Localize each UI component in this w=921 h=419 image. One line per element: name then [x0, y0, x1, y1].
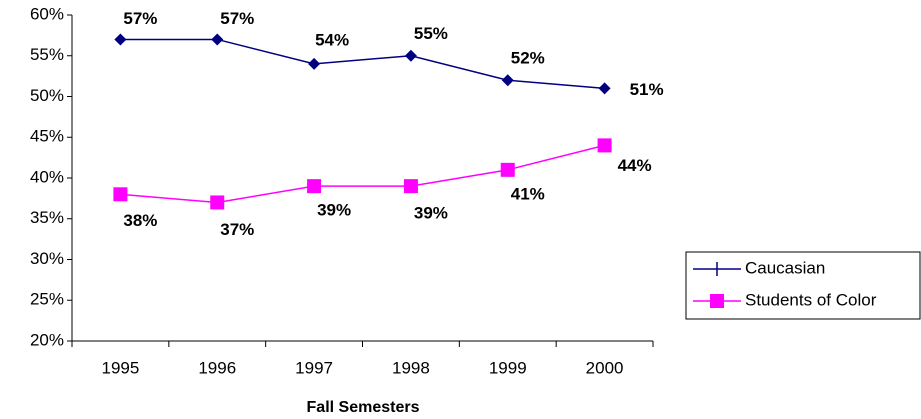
x-tick-label: 2000 [586, 358, 624, 377]
legend-label: Students of Color [745, 290, 877, 309]
legend-box [685, 251, 921, 320]
y-tick-label: 45% [30, 127, 64, 146]
y-tick-label: 50% [30, 86, 64, 105]
data-label: 41% [511, 184, 545, 203]
marker [113, 187, 128, 202]
data-label: 52% [511, 49, 545, 68]
y-tick-label: 25% [30, 290, 64, 309]
legend-marker [710, 294, 724, 308]
data-label: 57% [220, 9, 254, 28]
marker [211, 33, 224, 46]
marker [598, 82, 611, 95]
marker [114, 33, 127, 46]
data-label: 39% [317, 201, 351, 220]
x-tick-label: 1997 [295, 358, 333, 377]
marker [307, 179, 322, 194]
data-label: 44% [618, 156, 652, 175]
data-label: 38% [123, 211, 157, 230]
series-line [120, 38, 605, 90]
marker [500, 162, 515, 177]
marker [210, 195, 225, 210]
data-label: 54% [315, 30, 349, 49]
data-label: 37% [220, 220, 254, 239]
legend-label: Caucasian [745, 258, 825, 277]
y-tick-label: 30% [30, 249, 64, 268]
y-tick-label: 55% [30, 45, 64, 64]
marker [404, 49, 417, 62]
x-tick-label: 1995 [102, 358, 140, 377]
x-tick-label: 1998 [392, 358, 430, 377]
series-line [120, 144, 605, 204]
x-tick-label: 1999 [489, 358, 527, 377]
x-tick-label: 1996 [198, 358, 236, 377]
y-tick-label: 20% [30, 330, 64, 349]
data-label: 39% [414, 204, 448, 223]
y-tick-label: 35% [30, 208, 64, 227]
y-tick-label: 40% [30, 167, 64, 186]
x-axis-label: Fall Semesters [307, 399, 420, 416]
marker [597, 138, 612, 153]
marker [501, 74, 514, 87]
y-tick-label: 60% [30, 4, 64, 23]
marker [403, 179, 418, 194]
marker [308, 57, 321, 70]
data-label: 55% [414, 24, 448, 43]
data-label: 51% [630, 80, 664, 99]
data-label: 57% [123, 9, 157, 28]
